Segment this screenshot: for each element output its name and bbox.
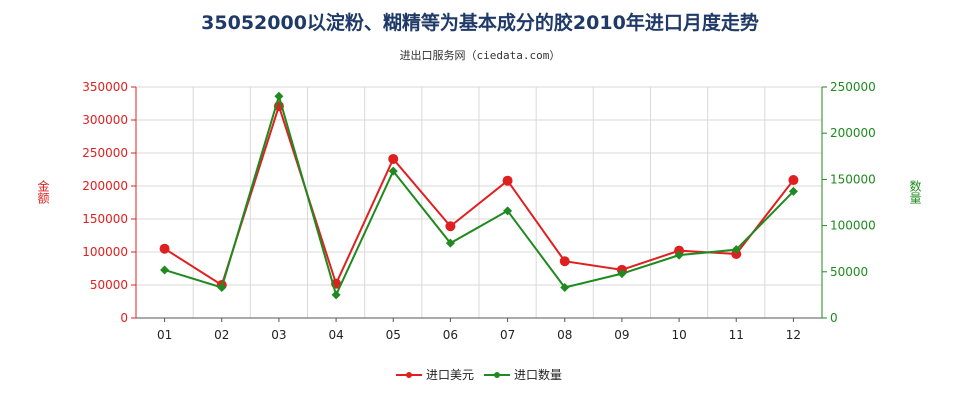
x-tick-label: 05 bbox=[386, 328, 401, 342]
series-1-point bbox=[502, 175, 513, 186]
series-2-point bbox=[788, 186, 798, 196]
x-tick-label: 03 bbox=[271, 328, 286, 342]
x-tick-label: 09 bbox=[614, 328, 629, 342]
legend-item-series-2[interactable]: 进口数量 bbox=[484, 366, 562, 383]
legend-label-series-2: 进口数量 bbox=[514, 368, 563, 382]
y-left-tick-label: 200000 bbox=[82, 179, 128, 193]
x-tick-label: 10 bbox=[671, 328, 686, 342]
legend-swatch-series-1 bbox=[396, 369, 422, 381]
series-2-point bbox=[445, 238, 455, 248]
series-2-point bbox=[274, 91, 284, 101]
y-left-tick-label: 350000 bbox=[82, 80, 128, 94]
y-right-tick-label: 0 bbox=[830, 311, 838, 325]
x-tick-label: 07 bbox=[500, 328, 515, 342]
y-left-tick-label: 300000 bbox=[82, 113, 128, 127]
series-2-point bbox=[560, 283, 570, 293]
y-right-tick-label: 50000 bbox=[830, 265, 868, 279]
y-axis-left-label: 金额 bbox=[36, 180, 50, 204]
series-1-point bbox=[445, 221, 456, 232]
series-2-point bbox=[674, 250, 684, 260]
legend-label-series-1: 进口美元 bbox=[426, 368, 475, 382]
y-right-tick-label: 250000 bbox=[830, 80, 876, 94]
y-left-tick-label: 250000 bbox=[82, 146, 128, 160]
y-right-tick-label: 100000 bbox=[830, 219, 876, 233]
y-left-tick-label: 0 bbox=[120, 311, 128, 325]
x-tick-label: 11 bbox=[729, 328, 744, 342]
series-2-point bbox=[617, 269, 627, 279]
series-2-point bbox=[503, 206, 513, 216]
y-left-tick-label: 50000 bbox=[90, 278, 128, 292]
x-tick-label: 01 bbox=[157, 328, 172, 342]
x-tick-label: 06 bbox=[443, 328, 458, 342]
legend-item-series-1[interactable]: 进口美元 bbox=[396, 366, 474, 383]
series-line-1 bbox=[164, 102, 795, 287]
series-line-2 bbox=[164, 92, 795, 298]
series-2-point bbox=[731, 245, 741, 255]
x-tick-label: 08 bbox=[557, 328, 572, 342]
y-right-tick-label: 200000 bbox=[830, 126, 876, 140]
legend-swatch-series-2 bbox=[484, 369, 510, 381]
series-1-point bbox=[388, 153, 399, 164]
series-2-point bbox=[388, 166, 398, 176]
y-left-tick-label: 100000 bbox=[82, 245, 128, 259]
series-2-point bbox=[331, 290, 341, 300]
x-tick-label: 04 bbox=[328, 328, 343, 342]
series-2-point bbox=[217, 283, 227, 293]
chart-subtitle: 进出口服务网（ciedata.com） bbox=[399, 49, 561, 62]
x-tick-label: 12 bbox=[786, 328, 801, 342]
y-left-tick-label: 150000 bbox=[82, 212, 128, 226]
x-tick-label: 02 bbox=[214, 328, 229, 342]
series-1-point bbox=[559, 256, 570, 267]
y-right-tick-label: 150000 bbox=[830, 172, 876, 186]
y-axis-right-label: 数量 bbox=[908, 180, 922, 204]
chart-title: 35052000以淀粉、糊精等为基本成分的胶2010年进口月度走势 bbox=[201, 12, 759, 34]
series-1-point bbox=[159, 243, 170, 254]
series-1-point bbox=[788, 175, 799, 186]
series-2-point bbox=[160, 265, 170, 275]
